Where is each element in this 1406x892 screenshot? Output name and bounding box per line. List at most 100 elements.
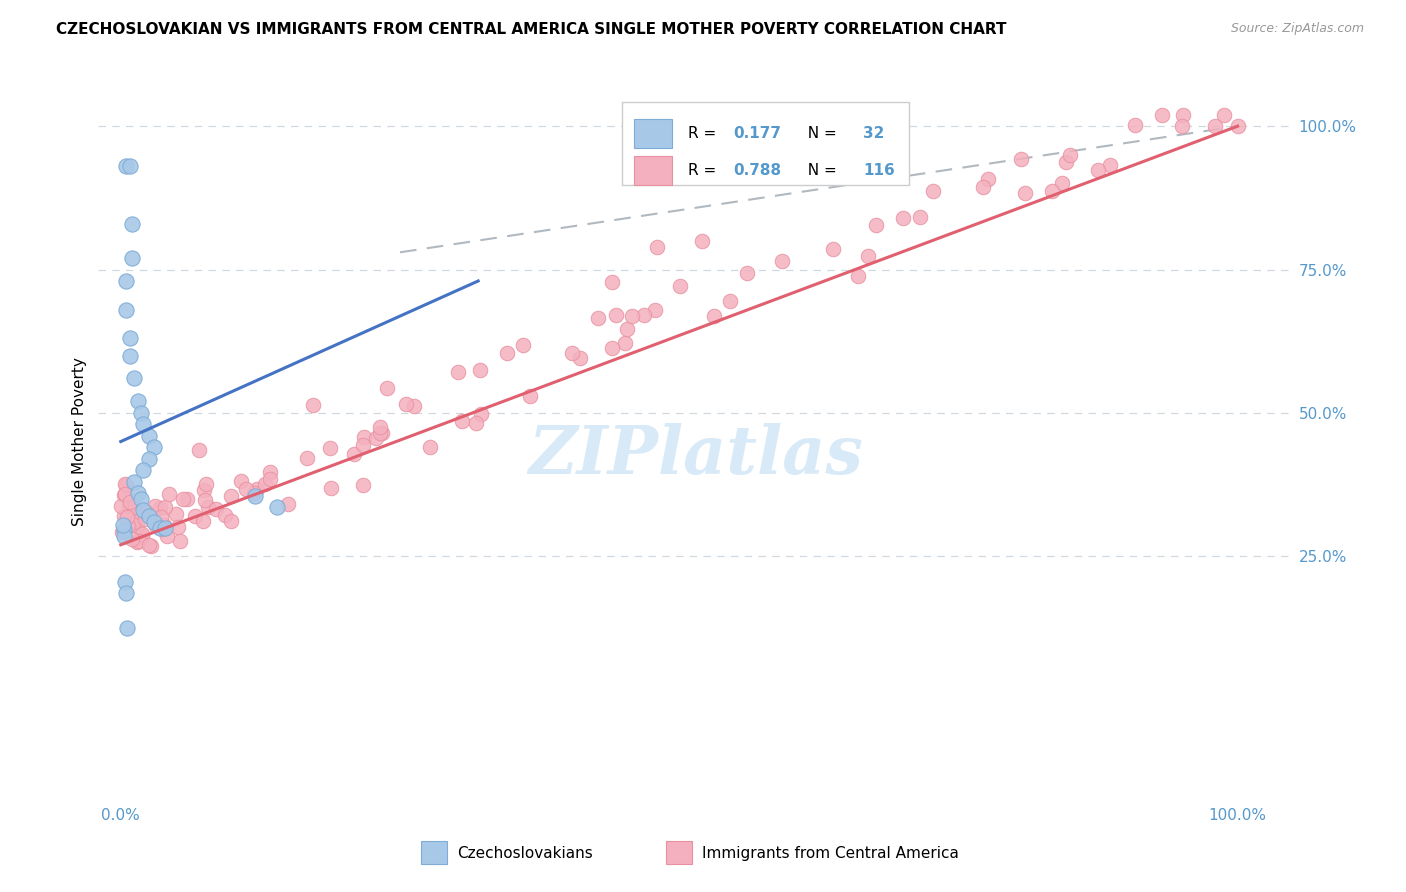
Point [132,463,155,477]
Point [131,527,153,541]
Point [600,341,623,355]
Point [150,522,173,536]
Point [319,442,342,456]
Point [112,488,135,502]
Point [633,308,655,322]
Point [141,539,163,553]
Point [129,491,152,506]
Point [127,519,149,533]
Point [1204,119,1226,133]
Point [1173,108,1195,122]
Point [1014,186,1036,201]
Point [138,429,160,443]
Point [138,538,160,552]
Point [187,442,209,457]
Point [229,474,252,488]
Point [145,519,167,533]
Text: 0.788: 0.788 [733,162,782,178]
Point [908,211,931,225]
Point [352,438,374,452]
Point [115,586,138,600]
Point [620,309,643,323]
Point [266,500,288,515]
Point [419,440,441,454]
Point [259,465,281,479]
Point [115,159,138,173]
Point [143,515,166,529]
Point [114,575,136,590]
Text: R =: R = [688,162,721,178]
Point [1213,108,1236,122]
Point [690,234,713,248]
Point [246,482,269,496]
Point [121,251,143,265]
Text: N =: N = [797,126,841,141]
Point [138,451,160,466]
Point [858,249,880,263]
Point [464,417,486,431]
Text: N =: N = [797,162,841,178]
Point [703,310,725,324]
Point [193,483,215,497]
Point [122,475,145,489]
Point [149,520,172,534]
Point [496,345,519,359]
Point [112,508,135,523]
Point [150,509,173,524]
Point [117,518,139,533]
Point [352,478,374,492]
Point [153,518,176,533]
Point [1059,148,1081,162]
Point [561,345,583,359]
Point [110,500,132,514]
Point [568,351,591,366]
Point [219,514,242,528]
Point [242,486,264,500]
Point [1123,118,1146,132]
Point [353,430,375,444]
Point [586,311,609,326]
Point [145,499,167,513]
Point [1171,119,1194,133]
Point [120,494,142,508]
Point [122,371,145,385]
Point [114,476,136,491]
Point [214,508,236,523]
Point [138,509,160,524]
Point [402,400,425,414]
Point [194,492,217,507]
FancyBboxPatch shape [634,155,672,185]
Point [132,503,155,517]
Point [371,425,394,440]
Text: R =: R = [688,126,721,141]
Text: CZECHOSLOVAKIAN VS IMMIGRANTS FROM CENTRAL AMERICA SINGLE MOTHER POVERTY CORRELA: CZECHOSLOVAKIAN VS IMMIGRANTS FROM CENTR… [56,22,1007,37]
Point [115,274,138,288]
Text: Immigrants from Central America: Immigrants from Central America [702,846,959,861]
Point [470,407,492,421]
Point [718,294,741,309]
Point [111,525,134,540]
Point [134,512,156,526]
Point [127,394,149,409]
Point [368,425,391,440]
Point [865,218,887,232]
Point [157,487,180,501]
Point [111,517,134,532]
Point [1040,184,1063,198]
Point [195,477,218,491]
Y-axis label: Single Mother Poverty: Single Mother Poverty [72,357,87,526]
Point [121,217,143,231]
Point [645,239,668,253]
Point [846,268,869,283]
Point [149,500,172,515]
Text: 0.177: 0.177 [733,126,780,141]
Point [921,184,943,198]
Point [368,420,391,434]
Point [600,275,623,289]
Point [122,500,145,515]
Point [112,524,135,538]
Point [394,397,416,411]
Point [118,499,141,513]
Point [277,497,299,511]
Point [156,529,179,543]
